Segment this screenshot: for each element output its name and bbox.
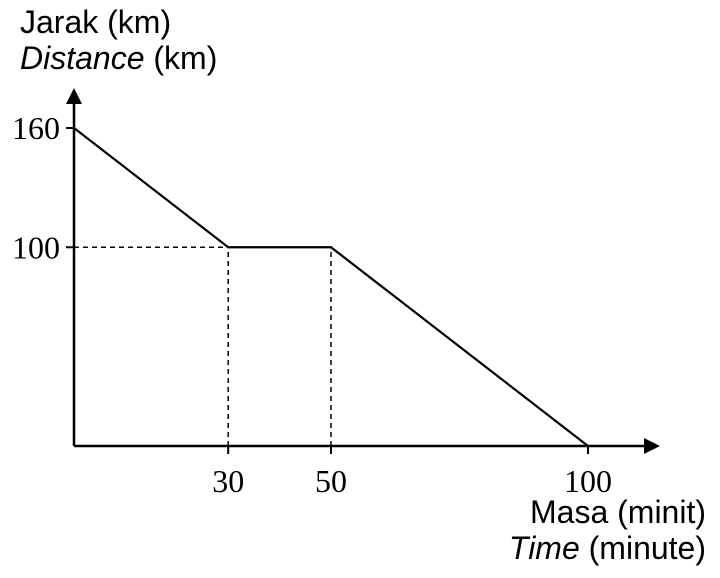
y-axis-label-english-word: Distance — [20, 40, 145, 76]
x-tick-label-100: 100 — [564, 463, 612, 499]
y-axis-label-english: Distance (km) — [20, 40, 217, 76]
y-axis-label-malay: Jarak (km) — [20, 4, 172, 40]
x-tick-label-30: 30 — [212, 463, 244, 499]
series-segment-0-0 — [72, 126, 230, 249]
y-tick-label-100: 100 — [12, 229, 60, 265]
x-axis-arrowhead — [644, 438, 660, 454]
guide-lines — [74, 246, 332, 446]
y-axis-label-english-unit: (km) — [153, 40, 218, 76]
series-segment-0-2 — [329, 246, 590, 448]
y-axis-arrowhead — [66, 88, 82, 104]
y-axis-label: Jarak (km) Distance (km) — [20, 4, 217, 76]
x-axis-label-english: Time (minute) — [509, 530, 706, 566]
x-axis-label-english-unit: (minute) — [588, 530, 706, 566]
x-tick-label-50: 50 — [315, 463, 347, 499]
y-tick-label-160: 160 — [12, 110, 60, 146]
axes — [66, 88, 660, 454]
x-axis-label-malay: Masa (minit) — [529, 494, 706, 530]
x-axis-label-english-word: Time — [508, 530, 580, 566]
x-axis-label: Masa (minit) Time (minute) — [509, 494, 706, 566]
data-series — [72, 126, 590, 448]
tick-labels: 30 50 100 100 160 — [12, 110, 612, 499]
